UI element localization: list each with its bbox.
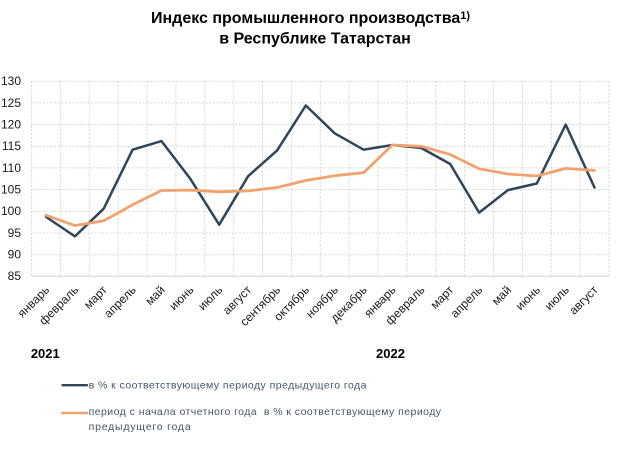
svg-text:120: 120: [1, 118, 21, 132]
svg-text:90: 90: [8, 248, 22, 262]
svg-text:95: 95: [8, 226, 22, 240]
svg-text:100: 100: [1, 204, 21, 218]
svg-text:в % к соответствующему периоду: в % к соответствующему периоду предыдуще…: [89, 379, 367, 391]
svg-text:110: 110: [2, 161, 21, 175]
svg-text:125: 125: [1, 96, 21, 110]
svg-text:85: 85: [8, 269, 22, 283]
svg-text:в Республике Татарстан: в Республике Татарстан: [219, 31, 411, 48]
svg-text:период с начала отчетного года: период с начала отчетного года в % к соо…: [89, 406, 442, 418]
svg-text:предыдущего года: предыдущего года: [89, 421, 192, 433]
svg-text:Индекс промышленного производс: Индекс промышленного производства1): [151, 10, 470, 27]
svg-text:115: 115: [2, 139, 21, 153]
svg-text:105: 105: [1, 183, 21, 197]
svg-text:2022: 2022: [376, 346, 405, 361]
svg-text:2021: 2021: [31, 346, 60, 361]
svg-text:130: 130: [1, 74, 21, 88]
